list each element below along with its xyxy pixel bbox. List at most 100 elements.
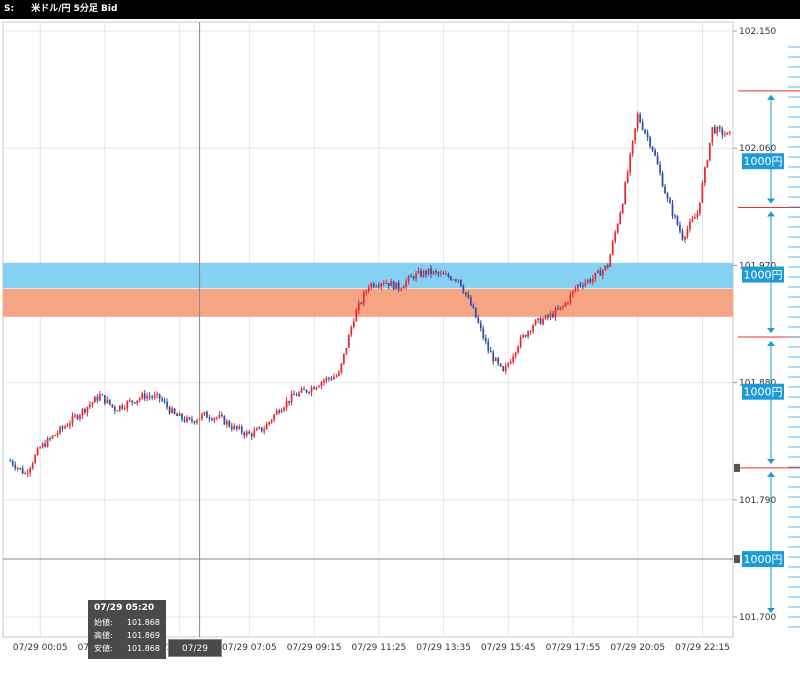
- candle-body: [16, 467, 19, 469]
- candle-body: [11, 460, 14, 465]
- candle-body: [328, 377, 330, 379]
- candle-body: [181, 413, 183, 420]
- candle-body: [457, 279, 460, 281]
- candle-body: [649, 137, 651, 147]
- candle-body: [193, 421, 196, 423]
- candle-body: [534, 319, 537, 326]
- candle-body: [216, 417, 218, 419]
- time-tick-label: 07/29 13:35: [416, 643, 471, 653]
- candle-body: [492, 352, 495, 362]
- candle-body: [651, 146, 654, 151]
- candle-body: [619, 213, 622, 225]
- candle-body: [644, 129, 646, 134]
- candle-body: [131, 400, 134, 403]
- candle-body: [46, 438, 49, 447]
- candle-body: [696, 213, 699, 218]
- candle-body: [24, 473, 27, 475]
- candle-body: [519, 337, 522, 347]
- tooltip-row-low: 安値: 101.868: [94, 642, 160, 655]
- candle-body: [472, 305, 475, 308]
- candle-body: [666, 193, 669, 199]
- candle-body: [385, 282, 388, 284]
- candle-body: [502, 366, 505, 372]
- amount-label: 1000円: [744, 269, 783, 282]
- candle-body: [76, 415, 79, 419]
- candle-body: [113, 406, 116, 411]
- arrow-down-icon: [767, 198, 775, 204]
- candle-body: [659, 164, 661, 174]
- candle-body: [64, 426, 66, 429]
- candle-body: [196, 420, 198, 423]
- price-marker: [734, 463, 740, 472]
- price-tick-label: 101.880: [739, 379, 776, 389]
- candle-body: [51, 435, 54, 439]
- candle-body: [728, 131, 731, 133]
- candle-body: [432, 271, 435, 275]
- candle-body: [537, 318, 539, 320]
- candle-body: [686, 229, 689, 237]
- candle-body: [81, 408, 84, 416]
- candle-body: [703, 167, 706, 183]
- candle-body: [303, 388, 305, 390]
- arrow-up-icon: [767, 341, 775, 347]
- candle-body: [365, 291, 368, 293]
- candle-body: [397, 282, 400, 290]
- candle-body: [305, 389, 308, 393]
- time-tick-label: 07/29 15:45: [481, 643, 536, 653]
- arrow-down-icon: [767, 458, 775, 464]
- amount-label: 1000円: [744, 155, 783, 168]
- candle-body: [681, 231, 684, 240]
- candle-body: [372, 283, 375, 287]
- candle-body: [552, 313, 554, 318]
- candle-body: [111, 404, 114, 407]
- amount-label-bg: [742, 551, 784, 568]
- tooltip-low-value: 101.868: [126, 644, 160, 653]
- tooltip-row-high: 高値: 101.869: [94, 629, 160, 642]
- candle-body: [163, 400, 166, 402]
- candle-body: [574, 288, 577, 291]
- candle-body: [621, 203, 624, 214]
- candle-body: [123, 408, 126, 410]
- price-tick-label: 101.700: [739, 613, 776, 623]
- candle-body: [355, 310, 358, 322]
- candle-body: [335, 375, 338, 377]
- time-tick-label: 07/29 07:05: [222, 643, 277, 653]
- candle-body: [405, 281, 407, 287]
- candle-body: [509, 361, 512, 364]
- candle-body: [676, 215, 679, 225]
- candle-body: [191, 419, 193, 422]
- candle-body: [255, 428, 258, 431]
- candle-body: [679, 224, 681, 232]
- candle-body: [616, 224, 619, 233]
- candle-body: [342, 353, 345, 364]
- candle-body: [223, 416, 226, 425]
- candle-body: [94, 396, 96, 403]
- candle-body: [641, 122, 644, 130]
- amount-label-bg: [742, 153, 784, 170]
- arrow-up-icon: [767, 471, 775, 477]
- candle-body: [54, 435, 56, 437]
- candle-body: [243, 432, 246, 436]
- candle-body: [529, 331, 532, 333]
- candle-body: [691, 218, 694, 222]
- candle-body: [79, 415, 81, 419]
- candle-body: [357, 302, 360, 311]
- candle-body: [669, 198, 671, 204]
- candle-body: [116, 410, 119, 412]
- candle-body: [166, 401, 168, 408]
- candlestick-chart[interactable]: 102.150 102.060 101.970 101.880 101.790 101.7…: [0, 19, 800, 659]
- candle-body: [14, 464, 17, 469]
- candle-body: [235, 425, 238, 429]
- candle-body: [41, 443, 44, 448]
- price-tick-label: 101.790: [739, 496, 776, 506]
- amount-label-bg: [742, 383, 784, 400]
- candle-body: [539, 318, 542, 325]
- candle-body: [176, 413, 178, 417]
- candle-body: [295, 395, 298, 397]
- candle-body: [71, 415, 74, 424]
- candle-body: [479, 322, 482, 329]
- candle-body: [300, 388, 303, 393]
- candle-body: [183, 419, 186, 422]
- candle-body: [293, 393, 295, 396]
- candle-body: [569, 294, 572, 303]
